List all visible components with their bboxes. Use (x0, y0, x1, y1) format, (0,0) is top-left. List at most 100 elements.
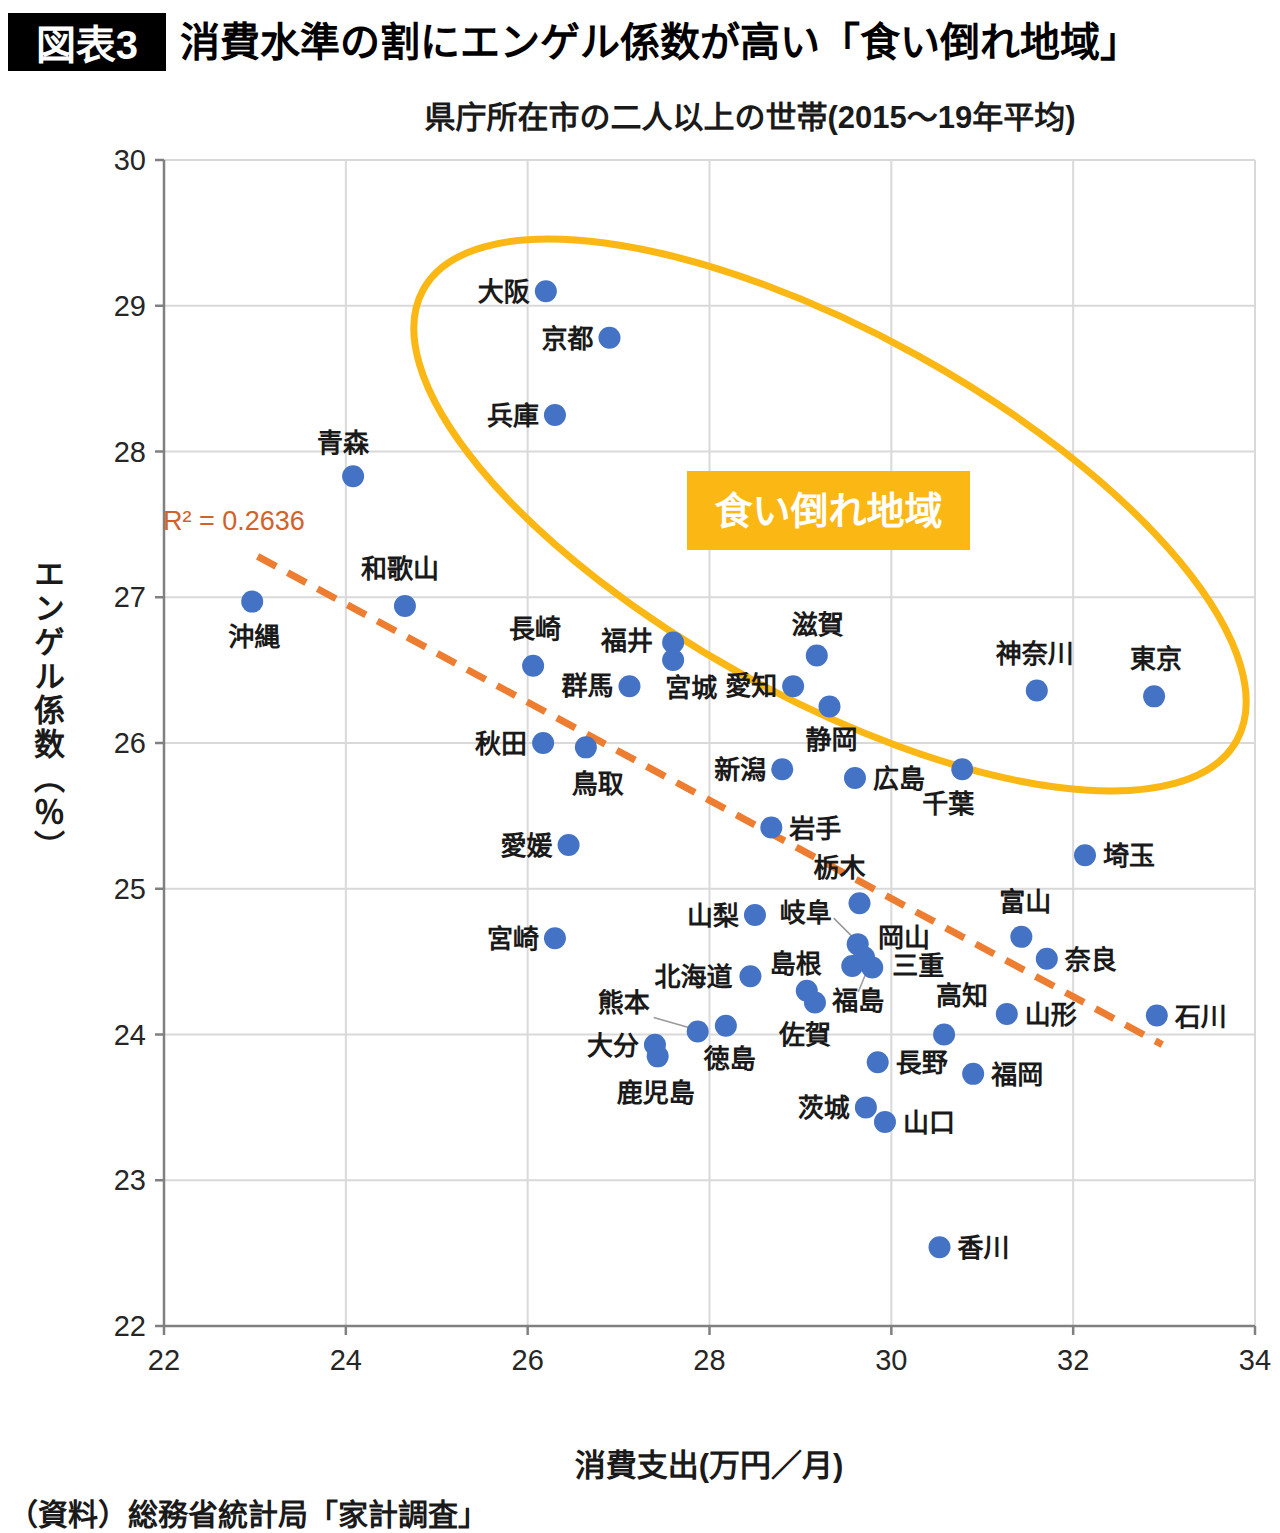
data-point (849, 892, 871, 914)
x-tick-label: 26 (512, 1344, 544, 1376)
data-point (744, 904, 766, 926)
x-axis-title: 消費支出(万円／月) (409, 1440, 1009, 1485)
data-point (804, 991, 826, 1013)
point-label: 富山 (999, 887, 1051, 917)
data-point (933, 1024, 955, 1046)
y-tick-label: 25 (114, 873, 146, 905)
point-label: 徳島 (703, 1044, 756, 1074)
data-point (929, 1236, 951, 1258)
data-point (1010, 926, 1032, 948)
y-tick-label: 27 (114, 581, 146, 613)
point-label: 香川 (958, 1233, 1010, 1263)
data-point (575, 736, 597, 758)
point-label: 愛媛 (501, 831, 554, 861)
y-tick-label: 28 (114, 436, 146, 468)
data-point (874, 1111, 896, 1133)
point-label: 島根 (770, 949, 822, 979)
point-label: 愛知 (725, 671, 777, 701)
point-label: 福島 (831, 986, 884, 1016)
point-label: 埼玉 (1103, 841, 1155, 871)
point-label: 千葉 (922, 789, 975, 819)
data-point (861, 956, 883, 978)
data-point (855, 1096, 877, 1118)
data-point (241, 591, 263, 613)
point-label: 山口 (903, 1108, 955, 1138)
data-point (771, 758, 793, 780)
label-callout (654, 1018, 689, 1028)
point-label: 滋賀 (792, 610, 844, 640)
data-point (782, 675, 804, 697)
point-label: 神奈川 (996, 639, 1074, 669)
data-point (819, 696, 841, 718)
data-point (1146, 1005, 1168, 1027)
point-label: 大分 (587, 1031, 639, 1061)
x-tick-label: 22 (148, 1344, 180, 1376)
data-point (647, 1045, 669, 1067)
point-label: 広島 (873, 764, 925, 794)
scatter-chart: 22232425262728293022242628303234R² = 0.2… (0, 0, 1280, 1533)
point-label: 沖縄 (228, 622, 280, 652)
point-label: 福井 (600, 626, 653, 656)
x-tick-label: 28 (693, 1344, 725, 1376)
point-label: 宮崎 (487, 924, 539, 954)
source-note: （資料）総務省統計局「家計調査」 (8, 1490, 488, 1533)
data-point (687, 1021, 709, 1043)
r-squared-label: R² = 0.2636 (163, 506, 305, 536)
point-label: 三重 (892, 951, 944, 981)
y-tick-label: 22 (114, 1310, 146, 1342)
data-point (394, 595, 416, 617)
data-point (962, 1063, 984, 1085)
data-point (544, 404, 566, 426)
point-label: 高知 (936, 981, 988, 1011)
data-point (544, 927, 566, 949)
data-point (535, 280, 557, 302)
point-label: 長野 (896, 1048, 948, 1078)
point-label: 群馬 (560, 671, 613, 701)
point-label: 熊本 (598, 988, 650, 1018)
y-tick-label: 26 (114, 727, 146, 759)
data-point (1036, 948, 1058, 970)
point-label: 岩手 (788, 814, 841, 844)
data-point (618, 675, 640, 697)
data-point (522, 655, 544, 677)
point-label: 福岡 (990, 1060, 1043, 1090)
data-point (841, 955, 863, 977)
page: 図表3 消費水準の割にエンゲル係数が高い「食い倒れ地域」 県庁所在市の二人以上の… (0, 0, 1280, 1533)
data-point (342, 465, 364, 487)
point-label: 青森 (317, 428, 370, 458)
point-label: 山形 (1025, 1000, 1077, 1030)
point-label: 秋田 (475, 729, 527, 759)
data-point (1143, 685, 1165, 707)
point-label: 岐阜 (780, 898, 832, 928)
point-label: 静岡 (806, 725, 858, 755)
point-label: 鹿児島 (617, 1078, 695, 1108)
data-point (662, 649, 684, 671)
data-point (598, 327, 620, 349)
data-point (806, 645, 828, 667)
label-callout (834, 918, 854, 938)
point-label: 兵庫 (487, 401, 539, 431)
y-tick-label: 23 (114, 1164, 146, 1196)
point-label: 鳥取 (572, 769, 624, 799)
point-label: 北海道 (654, 962, 732, 992)
x-tick-label: 34 (1239, 1344, 1271, 1376)
point-label: 京都 (541, 324, 593, 354)
point-label: 茨城 (798, 1093, 850, 1123)
data-point (1074, 844, 1096, 866)
point-label: 大阪 (478, 277, 530, 307)
y-tick-label: 24 (114, 1019, 146, 1051)
point-label: 新潟 (714, 755, 766, 785)
x-tick-label: 24 (330, 1344, 362, 1376)
data-point (715, 1015, 737, 1037)
point-label: 長崎 (509, 614, 561, 644)
data-point (867, 1051, 889, 1073)
point-label: 宮城 (665, 673, 717, 703)
data-point (760, 817, 782, 839)
point-label: 奈良 (1064, 945, 1117, 975)
annotation-label: 食い倒れ地域 (714, 490, 942, 532)
data-point (951, 758, 973, 780)
y-tick-label: 30 (114, 144, 146, 176)
data-point (844, 767, 866, 789)
point-label: 東京 (1130, 644, 1182, 674)
data-point (1026, 680, 1048, 702)
